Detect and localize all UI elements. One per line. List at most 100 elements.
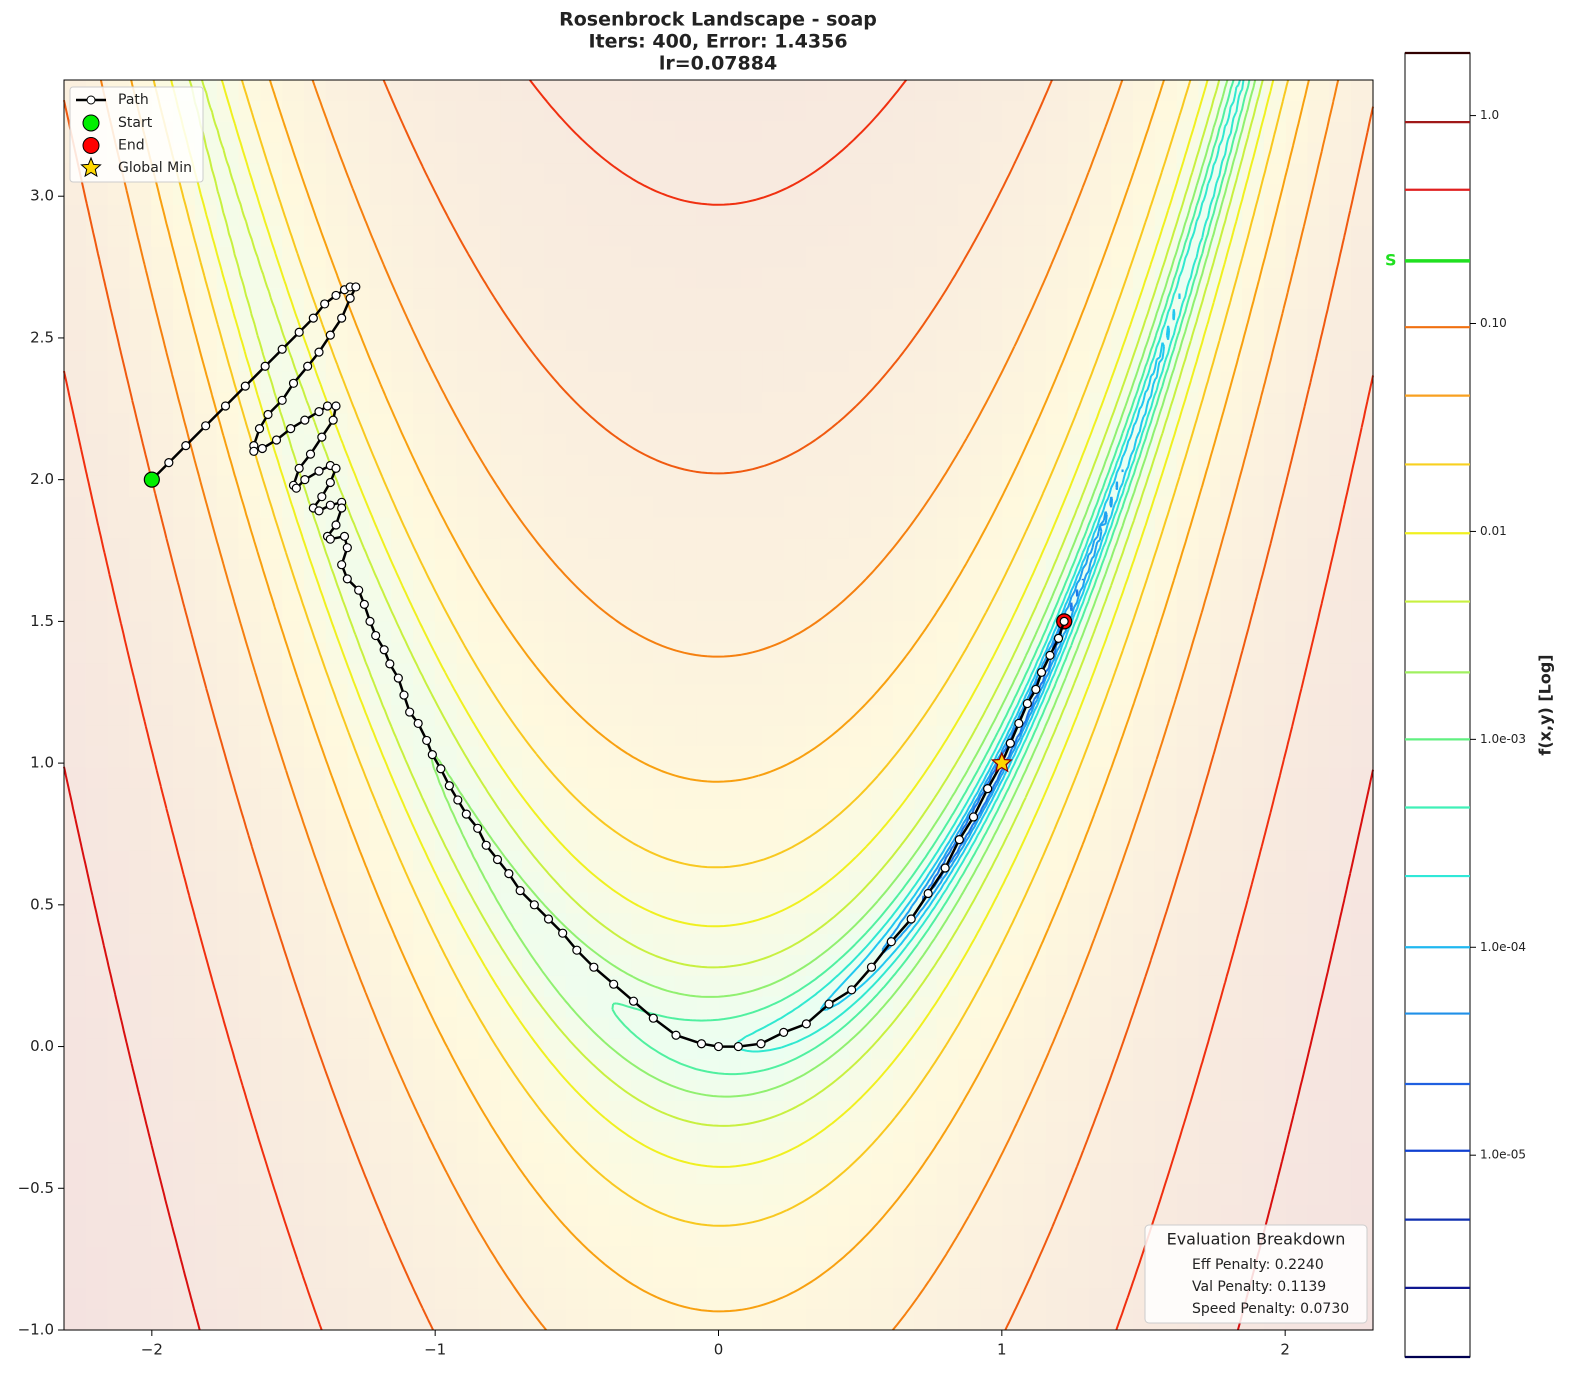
background-cell xyxy=(151,434,174,456)
background-cell xyxy=(1023,142,1047,164)
background-cell xyxy=(282,1017,305,1039)
path-point xyxy=(314,506,324,516)
background-cell xyxy=(1198,1163,1221,1185)
background-cell xyxy=(1198,663,1221,685)
background-cell xyxy=(260,1309,283,1331)
background-cell xyxy=(653,309,676,331)
background-cell xyxy=(674,559,698,581)
background-cell xyxy=(631,809,654,831)
background-cell xyxy=(369,184,392,206)
background-cell xyxy=(1220,621,1243,644)
background-cell xyxy=(1133,850,1156,873)
background-cell xyxy=(631,1225,654,1248)
background-cell xyxy=(194,1080,218,1102)
point-marker xyxy=(143,471,160,488)
background-cell xyxy=(958,1017,981,1039)
background-cell xyxy=(413,80,436,102)
background-cell xyxy=(718,975,741,998)
background-cell xyxy=(805,892,829,914)
background-cell xyxy=(1307,705,1330,727)
path-point xyxy=(1022,698,1032,709)
background-cell xyxy=(631,1309,654,1331)
background-cell xyxy=(565,100,589,123)
background-cell xyxy=(653,142,676,164)
background-cell xyxy=(369,309,392,331)
background-cell xyxy=(500,955,523,977)
background-cell xyxy=(849,163,872,185)
background-cell xyxy=(653,496,676,519)
background-cell xyxy=(1067,246,1090,269)
background-cell xyxy=(740,434,763,456)
background-cell xyxy=(893,684,916,706)
background-cell xyxy=(303,1246,327,1269)
background-cell xyxy=(740,225,763,248)
path-point xyxy=(317,492,327,502)
background-cell xyxy=(1133,1142,1156,1164)
background-cell xyxy=(936,267,960,289)
background-cell xyxy=(1285,517,1309,539)
background-cell xyxy=(391,434,414,456)
background-cell xyxy=(478,1142,501,1164)
background-cell xyxy=(1242,684,1265,706)
contour-line xyxy=(170,79,1275,1168)
background-cell xyxy=(762,1288,785,1310)
colorbar-marker-label: S xyxy=(1385,250,1397,269)
background-cell xyxy=(194,663,218,685)
background-cell xyxy=(260,642,283,664)
background-cell xyxy=(347,142,371,164)
background-cell xyxy=(64,642,87,664)
background-cell xyxy=(849,934,872,956)
background-cell xyxy=(129,205,152,227)
background-cell xyxy=(565,1205,589,1227)
background-cell xyxy=(609,1184,632,1206)
background-cell xyxy=(129,850,152,873)
background-cell xyxy=(936,80,960,102)
background-cell xyxy=(827,392,850,414)
background-cell xyxy=(303,1059,327,1081)
background-cell xyxy=(849,850,872,873)
background-cell xyxy=(893,267,916,289)
background-cell xyxy=(958,455,981,477)
background-cell xyxy=(565,1267,589,1289)
background-cell xyxy=(609,871,632,894)
path-point xyxy=(756,1039,766,1049)
background-cell xyxy=(980,392,1003,414)
background-cell xyxy=(1176,580,1200,602)
background-cell xyxy=(565,246,589,269)
background-cell xyxy=(674,684,698,706)
background-cell xyxy=(85,996,109,1019)
background-cell xyxy=(216,1288,240,1310)
background-cell xyxy=(173,809,196,831)
background-cell xyxy=(718,830,741,852)
background-cell xyxy=(849,309,872,331)
background-cell xyxy=(194,330,218,352)
background-cell xyxy=(1351,309,1374,331)
background-cell xyxy=(107,267,131,289)
background-cell xyxy=(936,1142,960,1164)
background-cell xyxy=(740,580,763,602)
background-cell xyxy=(1351,788,1374,810)
background-cell xyxy=(238,809,261,831)
background-cell xyxy=(914,100,938,123)
background-cell xyxy=(1154,517,1178,539)
background-cell xyxy=(478,225,501,248)
background-cell xyxy=(783,1309,807,1331)
background-cell xyxy=(1154,1121,1178,1144)
background-cell xyxy=(1351,121,1374,144)
background-cell xyxy=(1111,1038,1134,1060)
background-cell xyxy=(674,1184,698,1206)
background-cell xyxy=(434,1059,458,1081)
background-cell xyxy=(173,475,196,498)
y-tick-label: 0.5 xyxy=(30,895,54,913)
background-cell xyxy=(456,955,480,977)
background-cell xyxy=(936,684,960,706)
background-cell xyxy=(827,663,850,685)
background-cell xyxy=(609,1246,632,1269)
background-cell xyxy=(194,934,218,956)
background-cell xyxy=(1045,142,1069,164)
background-cell xyxy=(827,1080,850,1102)
background-cell xyxy=(500,580,523,602)
background-cell xyxy=(456,663,480,685)
background-cell xyxy=(456,205,480,227)
background-cell xyxy=(1089,996,1112,1019)
